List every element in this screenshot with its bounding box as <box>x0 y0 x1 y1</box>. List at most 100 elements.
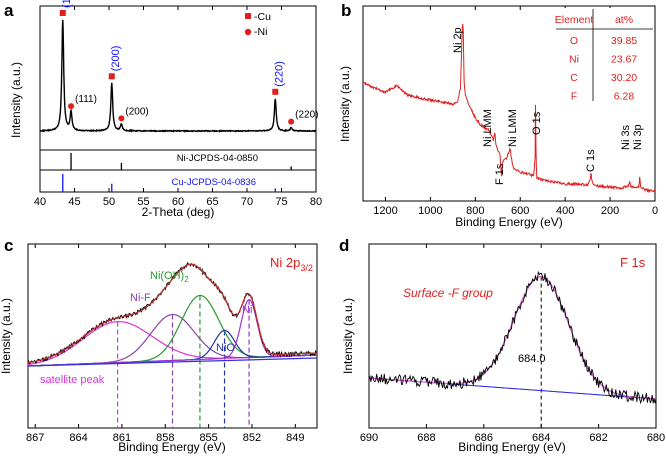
panel-a-xrd: 40 45 50 55 60 65 70 75 80 (111) (111) (200) (200) (… <box>9 0 322 219</box>
panel-c-ylabel: Intensity (a.u.) <box>0 298 13 374</box>
panel-c-x-tick-label-4: 855 <box>199 432 217 444</box>
panel-b-x-tick-label-4: 400 <box>556 205 574 217</box>
panel-c-title-main: Ni 2p <box>270 255 300 270</box>
panel-b-xps-survey: 1200 1000 800 600 400 200 0 Ni 2p Ni LMM Ni LMM F… <box>338 5 658 229</box>
legend-cu-marker <box>245 13 251 19</box>
panel-a-x-tick-label-1: 45 <box>68 196 80 208</box>
survey-peak-label-7: Ni 3p <box>632 124 644 150</box>
legend-ni-label: -Ni <box>254 26 267 38</box>
panel-d-x-tick-label-5: 680 <box>647 432 665 444</box>
composition-table: Element at% O 39.85 Ni 23.67 C 30.20 F 6.28 <box>547 8 653 103</box>
panel-a-x-tick-label-0: 40 <box>34 196 46 208</box>
composition-row-1-element: Ni <box>569 54 579 66</box>
panel-c-x-tick-label-1: 864 <box>69 432 87 444</box>
label-ni-oh2: Ni(OH)2 <box>150 270 189 284</box>
panel-d-x-tick-label-2: 686 <box>475 432 493 444</box>
panel-c-letter: c <box>4 236 13 255</box>
panel-d-f1s: 690 688 686 684 682 680 F 1s Surface -F group… <box>341 243 665 454</box>
composition-row-2-element: C <box>570 72 578 84</box>
panel-b-ylabel: Intensity (a.u.) <box>338 66 352 142</box>
label-ni-oh2-sub: 2 <box>184 275 189 284</box>
cu-peak-label-0: (111) <box>61 0 73 8</box>
panel-d-x-tick-label-4: 682 <box>589 432 607 444</box>
panel-d-letter: d <box>339 236 349 255</box>
panel-d-raw-data <box>369 270 656 405</box>
panel-a-x-tick-label-3: 55 <box>137 196 149 208</box>
label-ni-f: Ni-F <box>130 292 151 304</box>
composition-row-0-value: 39.85 <box>611 35 637 47</box>
survey-peak-label-3: F 1s <box>494 163 506 185</box>
panel-d-title: F 1s <box>620 255 646 270</box>
legend-ni-marker <box>244 28 252 36</box>
panel-c-x-tick-label-0: 867 <box>26 432 44 444</box>
panel-b-survey-spectrum <box>363 23 655 194</box>
panel-c-title-sub: 3/2 <box>300 263 313 273</box>
ni-peak-marker-5 <box>288 118 295 125</box>
ni-peak-marker-3 <box>118 115 125 122</box>
ni-peak-label-5: (220) <box>295 110 318 121</box>
survey-peak-label-1: Ni LMM <box>482 109 494 147</box>
panel-d-x-tick-label-3: 684 <box>532 432 550 444</box>
panel-c-baseline <box>28 357 317 367</box>
composition-row-3-element: F <box>571 91 577 103</box>
survey-peak-label-6: Ni 3s <box>620 124 632 150</box>
panel-c-ni2p: 867 864 861 858 855 852 849 Ni 2p3/2 Ni-F Ni(O… <box>0 243 318 454</box>
panel-a-ylabel: Intensity (a.u.) <box>9 62 23 138</box>
legend-cu-label: -Cu <box>254 11 271 23</box>
survey-peak-label-4: O 1s <box>531 111 543 135</box>
label-nio: NiO <box>216 342 235 354</box>
panel-c-xlabel: Binding Energy (eV) <box>118 440 225 454</box>
panel-b-x-tick-label-2: 800 <box>466 205 484 217</box>
panel-a-x-tick-label-7: 75 <box>275 196 287 208</box>
survey-peak-label-0: Ni 2p <box>452 27 464 53</box>
cu-peak-label-2: (200) <box>110 46 122 72</box>
cu-peak-marker-0 <box>59 10 66 16</box>
panel-a-x-tick-label-6: 70 <box>241 196 253 208</box>
label-ni-oh2-main: Ni(OH) <box>150 270 184 282</box>
survey-peak-label-5: C 1s <box>585 149 597 172</box>
panel-a-x-tick-label-8: 80 <box>310 196 322 208</box>
panel-b-x-tick-label-5: 200 <box>601 205 619 217</box>
cu-peak-label-4: (220) <box>273 61 285 87</box>
panel-c-x-tick-label-6: 849 <box>286 432 304 444</box>
panel-a-ref-cu-label: Cu-JCPDS-04-0836 <box>172 177 256 188</box>
cu-peak-marker-2 <box>108 73 115 80</box>
panel-b-x-tick-label-0: 1200 <box>373 205 397 217</box>
panel-a-xrd-pattern <box>40 19 316 133</box>
ni-peak-label-1: (111) <box>75 94 97 105</box>
survey-peak-label-2: Ni LMM <box>507 109 519 147</box>
panel-d-x-tick-label-0: 690 <box>360 432 378 444</box>
ni-peak-marker-1 <box>68 103 75 110</box>
panel-a-x-tick-label-4: 60 <box>172 196 184 208</box>
panel-a-xlabel: 2-Theta (deg) <box>142 205 215 219</box>
panel-a-letter: a <box>4 1 14 20</box>
panel-d-ylabel: Intensity (a.u.) <box>341 298 355 374</box>
panel-b-xlabel: Binding Energy (eV) <box>455 215 562 229</box>
panel-a-x-tick-label-2: 50 <box>103 196 115 208</box>
panel-c-x-tick-label-3: 858 <box>156 432 174 444</box>
panel-c-x-tick-label-5: 852 <box>243 432 261 444</box>
panel-d-frame <box>368 243 657 429</box>
ni-peak-label-3: (200) <box>125 106 148 117</box>
panel-c-raw-data <box>28 261 317 365</box>
panel-b-x-tick-label-6: 0 <box>652 205 658 217</box>
panel-c-title: Ni 2p3/2 <box>270 255 313 273</box>
panel-b-frame <box>362 5 656 202</box>
composition-row-2-value: 30.20 <box>611 72 637 84</box>
label-satellite-peak: satellite peak <box>40 374 105 386</box>
panel-b-x-tick-label-1: 1000 <box>418 205 442 217</box>
composition-table-bg <box>547 8 653 103</box>
panel-a-ref-ni-label: Ni-JCPDS-04-0850 <box>177 153 258 164</box>
composition-header-atpct: at% <box>615 14 633 26</box>
panel-d-peak-label: 684.0 <box>518 353 546 365</box>
label-ni: Ni <box>242 304 252 316</box>
composition-header-element: Element <box>555 14 594 26</box>
panel-b-letter: b <box>341 1 351 20</box>
composition-row-1-value: 23.67 <box>611 54 637 66</box>
composition-row-0-element: O <box>570 35 578 47</box>
panel-c-x-tick-label-2: 861 <box>113 432 131 444</box>
panel-a-x-tick-label-5: 65 <box>206 196 218 208</box>
panel-b-x-tick-label-3: 600 <box>511 205 529 217</box>
panel-d-xlabel: Binding Energy (eV) <box>458 440 565 454</box>
